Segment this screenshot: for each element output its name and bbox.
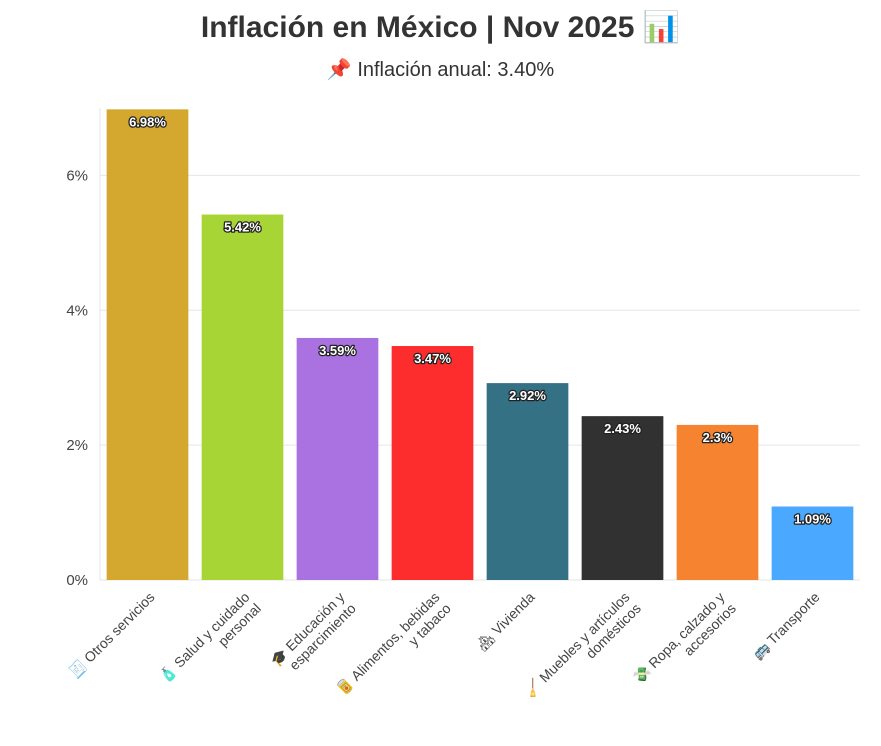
y-tick-label: 4% (66, 302, 88, 319)
x-category-label: 🧾 Otros servicios (66, 589, 159, 682)
bars (106, 109, 854, 580)
x-category-label-line: 🚌 Transporte (749, 589, 824, 664)
bar[interactable] (106, 109, 189, 580)
x-category-label: 🏘 Vivienda (473, 589, 538, 654)
x-category-label-line: 🧹 Muebles y artículos (521, 589, 633, 701)
bar-value-label: 2.92% (509, 388, 546, 403)
bar-value-label: 2.43% (604, 421, 641, 436)
bar[interactable] (676, 424, 759, 580)
x-category-label: 🚌 Transporte (749, 589, 824, 664)
bar[interactable] (581, 416, 664, 580)
bar-value-label: 6.98% (129, 114, 166, 129)
bar-value-label: 5.42% (224, 220, 261, 235)
bar[interactable] (771, 506, 854, 580)
y-tick-label: 6% (66, 167, 88, 184)
x-category-label-line: 🧾 Otros servicios (66, 589, 159, 682)
chart-subtitle: 📌 Inflación anual: 3.40% (326, 59, 555, 81)
x-axis-labels: 🧾 Otros servicios🧴 Salud y cuidadoperson… (66, 589, 824, 702)
x-category-label-line: 🧴 Salud y cuidado (156, 589, 254, 687)
bar[interactable] (296, 337, 379, 580)
x-category-label-line: 🏘 Vivienda (473, 589, 538, 654)
bar[interactable] (486, 383, 569, 580)
y-axis-ticks: 0% 2% 4% 6% (66, 167, 88, 589)
data-labels: 6.98% 5.42% 3.59% 3.47% 2.92% 2.43% 2.3% 1.09% (128, 113, 833, 528)
chart-title: Inflación en México | Nov 2025 📊 (200, 11, 681, 44)
y-tick-label: 2% (66, 437, 88, 454)
bar-value-label: 1.09% (794, 512, 831, 527)
bar[interactable] (201, 214, 284, 580)
bar-value-label: 3.59% (319, 343, 356, 358)
bar[interactable] (391, 346, 474, 580)
y-tick-label: 0% (66, 572, 88, 589)
x-category-label-line: 💸 Ropa, calzado y (630, 589, 727, 686)
bar-value-label: 2.3% (703, 430, 733, 445)
bar-value-label: 3.47% (414, 351, 451, 366)
